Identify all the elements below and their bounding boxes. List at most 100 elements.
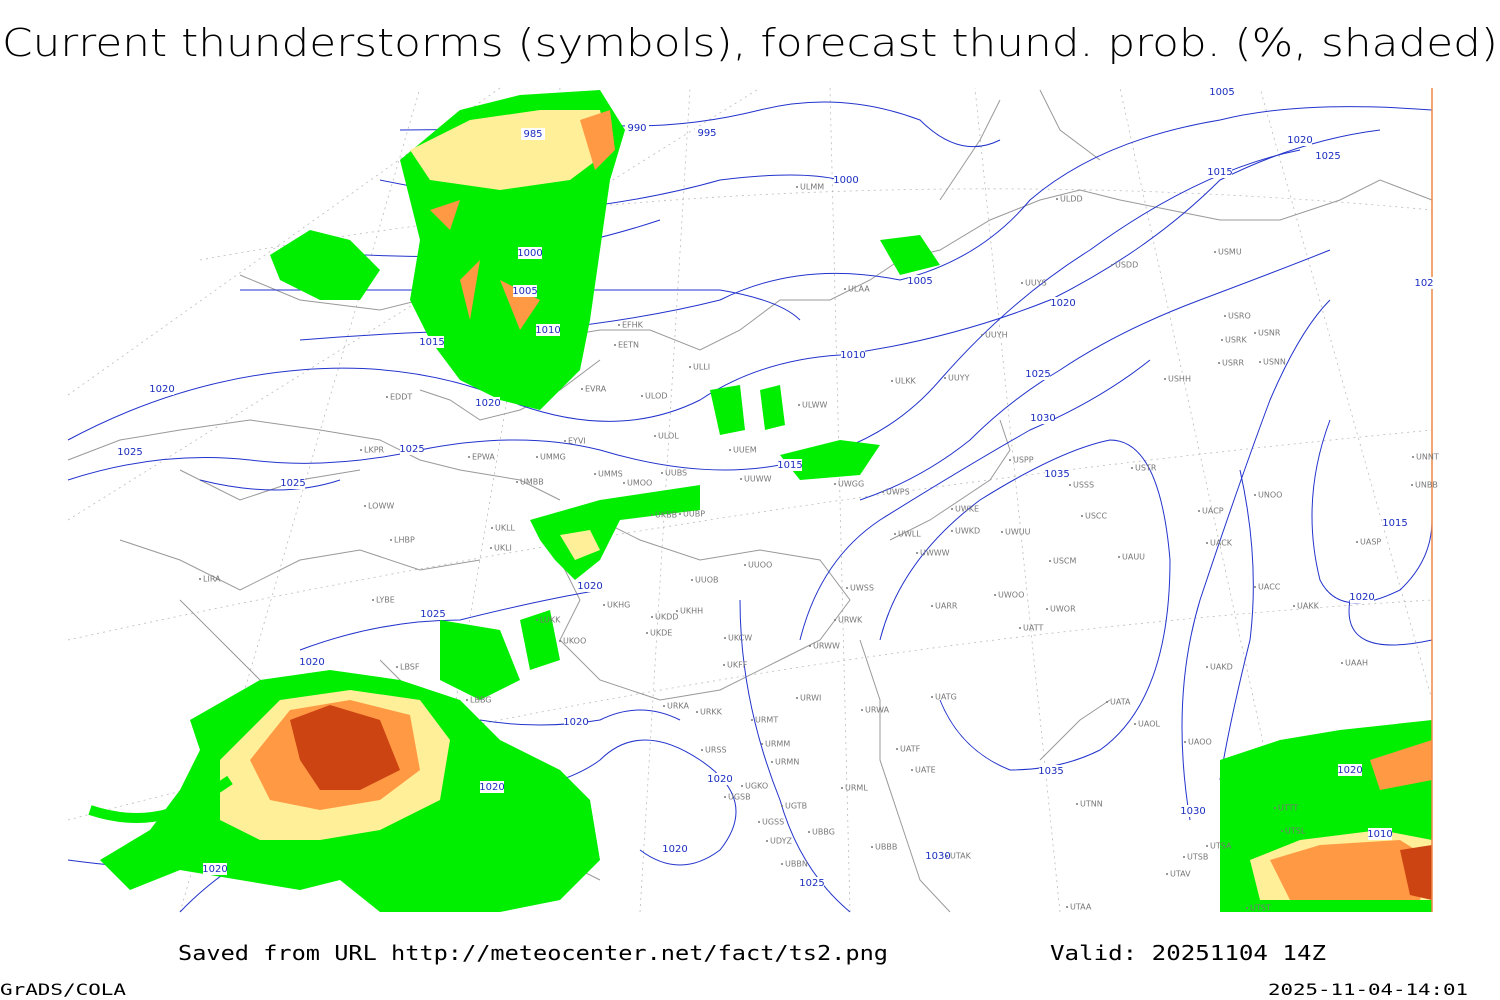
station-label: UKBB	[655, 511, 677, 520]
station-dot	[796, 186, 798, 188]
station-label: UUYH	[985, 331, 1008, 340]
station-dot	[536, 619, 538, 621]
station-dot	[723, 664, 725, 666]
isobar-label-bg	[625, 122, 649, 134]
station-label: EPWA	[472, 453, 495, 462]
station-dot	[882, 491, 884, 493]
station-label: UBBB	[875, 843, 897, 852]
station-label: UUOB	[695, 576, 719, 585]
isobar-label-bg	[400, 443, 424, 455]
station-label: LHBP	[394, 536, 415, 545]
station-dot	[951, 508, 953, 510]
station-dot	[1046, 608, 1048, 610]
station-label: UUBS	[665, 469, 687, 478]
station-label: UATF	[900, 745, 921, 754]
station-label: USNR	[1258, 329, 1281, 338]
isobar-label: 990	[627, 123, 646, 134]
station-dot	[1081, 515, 1083, 517]
station-dot	[1274, 807, 1276, 809]
station-dot	[651, 616, 653, 618]
isobar-label: 1020	[475, 398, 500, 409]
station-label: UKDD	[655, 613, 678, 622]
isobar-label-bg	[834, 174, 858, 186]
isobar-label-bg	[281, 477, 305, 489]
station-label: USRK	[1225, 336, 1247, 345]
isobar-label-bg	[203, 863, 227, 875]
station-dot	[364, 505, 366, 507]
station-label: USCM	[1053, 557, 1077, 566]
station-label: UAOL	[1138, 720, 1160, 729]
station-label: UMBB	[520, 478, 544, 487]
isobar-label-bg	[908, 275, 932, 287]
station-dot	[781, 805, 783, 807]
isobar-label-bg	[536, 324, 560, 336]
station-dot	[1206, 666, 1208, 668]
station-label: URMT	[755, 716, 778, 725]
station-dot	[696, 711, 698, 713]
station-label: USRR	[1222, 359, 1244, 368]
station-dot	[490, 547, 492, 549]
station-dot	[1131, 467, 1133, 469]
station-dot	[466, 699, 468, 701]
station-dot	[1056, 198, 1058, 200]
isobar-label: 1035	[1038, 766, 1063, 777]
station-dot	[1019, 627, 1021, 629]
isobar-label-bg	[778, 459, 802, 471]
station-dot	[641, 395, 643, 397]
isobar-label: 102	[1414, 278, 1433, 289]
station-label: UWWW	[920, 549, 950, 558]
station-label: EVRA	[585, 385, 607, 394]
station-dot	[1066, 906, 1068, 908]
thunderstorm-shading	[88, 90, 1432, 912]
isobar-label: 1025	[799, 878, 824, 889]
station-label: UKFF	[727, 661, 748, 670]
station-label: UGSS	[762, 818, 784, 827]
station-dot	[516, 481, 518, 483]
station-label: ULAA	[848, 285, 870, 294]
station-label: UGSB	[728, 793, 751, 802]
station-dot	[766, 840, 768, 842]
station-dot	[1259, 361, 1261, 363]
station-dot	[781, 863, 783, 865]
station-label: UTST	[1250, 904, 1271, 913]
station-dot	[740, 478, 742, 480]
isobar-label: 1030	[1180, 806, 1205, 817]
isobar-label-bg	[518, 247, 542, 259]
station-label: UAKK	[1297, 602, 1320, 611]
station-dot	[1069, 484, 1071, 486]
station-dot	[844, 288, 846, 290]
isobar-label-bg	[663, 843, 687, 855]
timestamp: 2025-11-04-14:01	[1268, 980, 1468, 999]
station-dot	[1246, 907, 1248, 909]
software-label: GrADS/COLA	[0, 980, 126, 999]
station-dot	[1293, 605, 1295, 607]
station-label: LKPR	[364, 446, 385, 455]
station-label: UWUU	[1005, 528, 1031, 537]
station-label: UARR	[935, 602, 958, 611]
station-label: UTSL	[1285, 827, 1306, 836]
station-dot	[761, 743, 763, 745]
station-dot	[931, 696, 933, 698]
station-label: USNN	[1263, 358, 1286, 367]
station-label: USPP	[1013, 456, 1034, 465]
station-label: UUYS	[1025, 279, 1047, 288]
isobar-label-bg	[1210, 86, 1234, 98]
isobar-label-bg	[1181, 805, 1205, 817]
isobar-label: 1025	[420, 609, 445, 620]
station-label: UTTT	[1278, 804, 1298, 813]
station-dot	[796, 697, 798, 699]
station-label: UKOO	[563, 637, 586, 646]
station-label: UUBP	[683, 510, 705, 519]
isobar-label: 1010	[1367, 829, 1392, 840]
station-label: UATG	[935, 693, 957, 702]
station-label: UATA	[1110, 698, 1131, 707]
isobar-label: 1020	[479, 782, 504, 793]
station-dot	[1164, 378, 1166, 380]
isobar-label: 1025	[117, 447, 142, 458]
station-label: URKK	[700, 708, 723, 717]
station-dot	[390, 539, 392, 541]
station-label: UMMG	[540, 453, 566, 462]
valid-time: Valid: 20251104 14Z	[1050, 941, 1326, 965]
isobar-label-bg	[800, 877, 824, 889]
station-label: USTR	[1135, 464, 1157, 473]
